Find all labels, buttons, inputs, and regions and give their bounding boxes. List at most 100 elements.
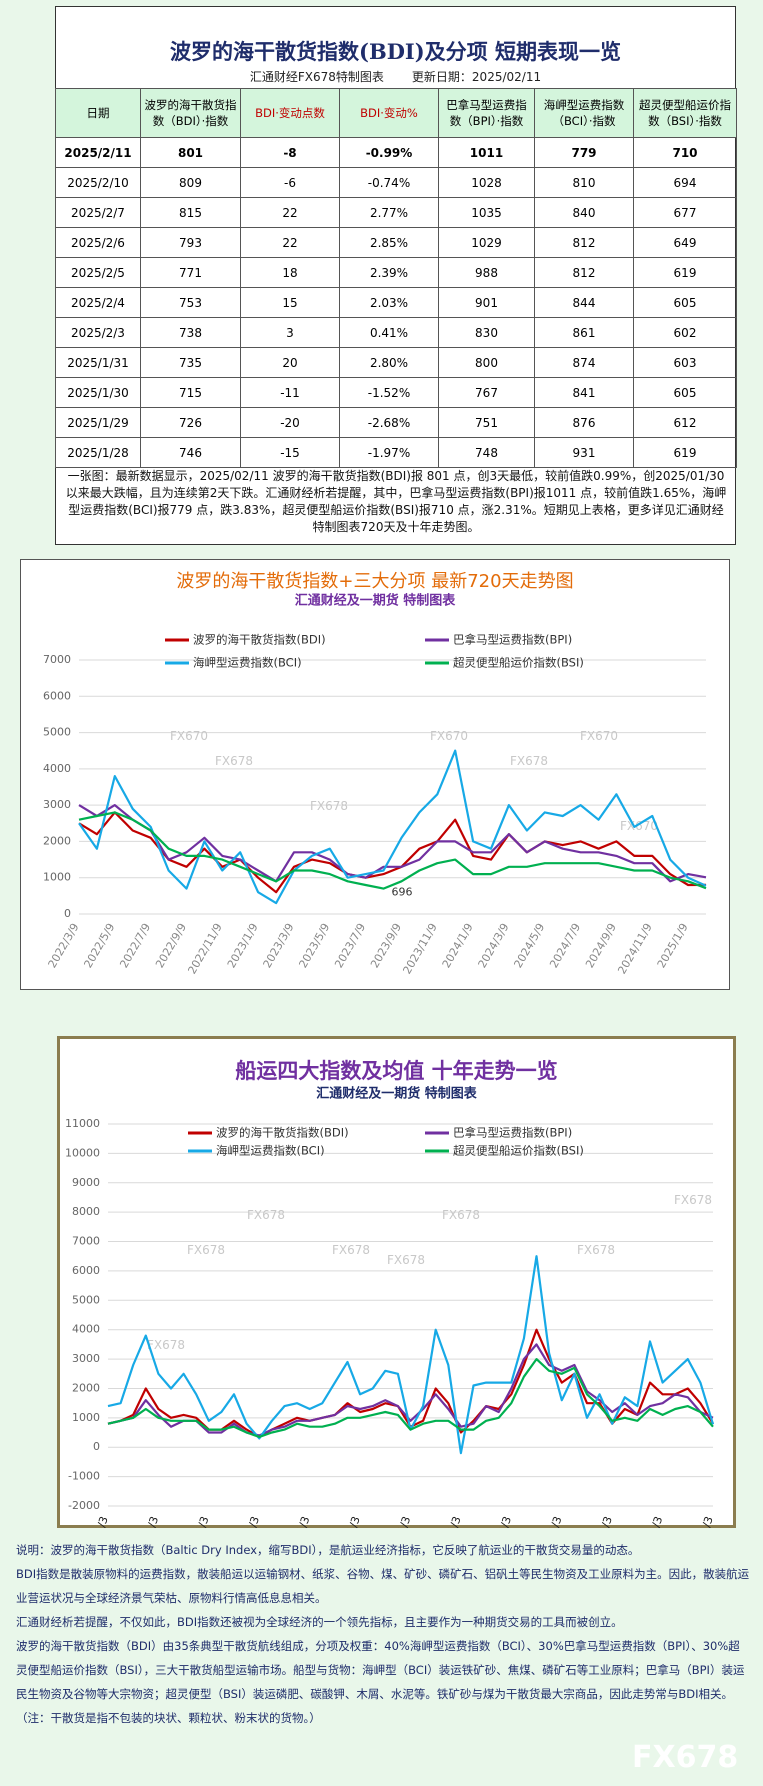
table-cell: 694 xyxy=(633,167,737,198)
watermark: FX678 xyxy=(310,799,348,813)
table-cell: -15 xyxy=(240,437,340,468)
table-cell: 22 xyxy=(240,197,340,228)
table-cell: 861 xyxy=(534,317,634,348)
table-cell: 605 xyxy=(633,377,737,408)
y-tick-label: 4000 xyxy=(43,762,71,775)
table-cell: 2025/1/29 xyxy=(55,407,141,438)
y-tick-label: 8000 xyxy=(72,1205,100,1218)
y-tick-label: 9000 xyxy=(72,1176,100,1189)
table-cell: 2.77% xyxy=(339,197,439,228)
column-header: 超灵便型船运价指数（BSI）·指数 xyxy=(633,88,737,138)
table-cell: 753 xyxy=(140,287,241,318)
legend-label: 超灵便型船运价指数(BSI) xyxy=(453,1144,584,1158)
chart-title: 船运四大指数及均值 十年走势一览 xyxy=(235,1059,557,1083)
legend-label: 超灵便型船运价指数(BSI) xyxy=(453,656,584,670)
table-cell: 2.80% xyxy=(339,347,439,378)
table-cell: 649 xyxy=(633,227,737,258)
table-cell: 748 xyxy=(438,437,535,468)
table-cell: 809 xyxy=(140,167,241,198)
table-cell: 812 xyxy=(534,227,634,258)
y-tick-label: 6000 xyxy=(72,1264,100,1277)
table-cell: 18 xyxy=(240,257,340,288)
column-header: 海岬型运费指数（BCI）·指数 xyxy=(534,88,634,138)
table-cell: 735 xyxy=(140,347,241,378)
table-cell: 2025/2/7 xyxy=(55,197,141,228)
chart-subtitle: 汇通财经及一期货 特制图表 xyxy=(295,593,457,609)
y-tick-label: 2000 xyxy=(72,1381,100,1394)
note-paragraph: BDI指数是散装原物料的运费指数，散装船运以运输钢材、纸浆、谷物、煤、矿砂、磷矿… xyxy=(16,1567,750,1605)
watermark: FX670 xyxy=(620,819,658,833)
watermark: FX678 xyxy=(247,1208,285,1222)
table-cell: 677 xyxy=(633,197,737,228)
table-cell: 901 xyxy=(438,287,535,318)
y-tick-label: -2000 xyxy=(68,1499,100,1512)
summary: 一张图：最新数据显示，2025/02/11 波罗的海干散货指数(BDI)报 80… xyxy=(65,469,727,534)
watermark: FX678 xyxy=(187,1243,225,1257)
table-row: 2025/2/5 771 18 2.39% 988 812 619 xyxy=(55,257,737,288)
table-cell: 1029 xyxy=(438,227,535,258)
watermark: FX670 xyxy=(580,729,618,743)
table-cell: -20 xyxy=(240,407,340,438)
table-cell: 767 xyxy=(438,377,535,408)
legend-label: 巴拿马型运费指数(BPI) xyxy=(453,1126,572,1140)
table-cell: 710 xyxy=(633,137,737,168)
table-cell: 810 xyxy=(534,167,634,198)
table-row: 2025/2/6 793 22 2.85% 1029 812 649 xyxy=(55,227,737,258)
table-cell: 2025/1/28 xyxy=(55,437,141,468)
table-cell: 779 xyxy=(534,137,634,168)
table-cell: 612 xyxy=(633,407,737,438)
table-cell: 2025/1/30 xyxy=(55,377,141,408)
table-row: 2025/2/4 753 15 2.03% 901 844 605 xyxy=(55,287,737,318)
y-tick-label: 2000 xyxy=(43,834,71,847)
table-cell: -8 xyxy=(240,137,340,168)
table-cell: -0.74% xyxy=(339,167,439,198)
table-row: 2025/2/7 815 22 2.77% 1035 840 677 xyxy=(55,197,737,228)
legend-label: 海岬型运费指数(BCI) xyxy=(193,656,302,670)
y-tick-label: 0 xyxy=(64,907,71,920)
y-tick-label: 1000 xyxy=(43,871,71,884)
column-header: BDI·变动点数 xyxy=(240,88,340,138)
table-row: 2025/2/3 738 3 0.41% 830 861 602 xyxy=(55,317,737,348)
y-tick-label: 4000 xyxy=(72,1323,100,1336)
table-row: 2025/2/11 801 -8 -0.99% 1011 779 710 xyxy=(55,137,737,168)
table-cell: 746 xyxy=(140,437,241,468)
series-line xyxy=(107,1343,714,1437)
column-header: 巴拿马型运费指数（BPI）·指数 xyxy=(438,88,535,138)
y-tick-label: -1000 xyxy=(68,1470,100,1483)
y-tick-label: 11000 xyxy=(65,1117,100,1130)
table-cell: 800 xyxy=(438,347,535,378)
watermark: FX678 xyxy=(632,1740,739,1775)
table-cell: 815 xyxy=(140,197,241,228)
y-tick-label: 7000 xyxy=(72,1235,100,1248)
note-paragraph: 说明：波罗的海干散货指数（Baltic Dry Index，缩写BDI），是航运… xyxy=(16,1543,640,1557)
table-cell: -0.99% xyxy=(339,137,439,168)
table-cell: 619 xyxy=(633,437,737,468)
date: 更新日期：2025/02/11 xyxy=(411,70,542,84)
column-header: 波罗的海干散货指数（BDI）·指数 xyxy=(140,88,241,138)
table-cell: 602 xyxy=(633,317,737,348)
note-paragraph: 汇通财经析若提醒，不仅如此，BDI指数还被视为全球经济的一个领先指标，且主要作为… xyxy=(16,1615,623,1629)
y-tick-label: 7000 xyxy=(43,653,71,666)
table-cell: 0.41% xyxy=(339,317,439,348)
chart-title: 波罗的海干散货指数+三大分项 最新720天走势图 xyxy=(176,571,573,592)
table-cell: -11 xyxy=(240,377,340,408)
series-line xyxy=(107,1358,714,1438)
table-cell: 812 xyxy=(534,257,634,288)
table-cell: 3 xyxy=(240,317,340,348)
title: 波罗的海干散货指数(BDI)及分项 短期表现一览 xyxy=(170,39,621,64)
table-row: 2025/1/29 726 -20 -2.68% 751 876 612 xyxy=(55,407,737,438)
table-cell: 844 xyxy=(534,287,634,318)
table-cell: 931 xyxy=(534,437,634,468)
table-cell: 771 xyxy=(140,257,241,288)
y-tick-label: 10000 xyxy=(65,1146,100,1159)
table-cell: 2025/2/6 xyxy=(55,227,141,258)
watermark: FX678 xyxy=(147,1338,185,1352)
table-cell: 726 xyxy=(140,407,241,438)
table-cell: 1028 xyxy=(438,167,535,198)
table-cell: 830 xyxy=(438,317,535,348)
watermark: FX678 xyxy=(332,1243,370,1257)
table-cell: 2.39% xyxy=(339,257,439,288)
series-line xyxy=(78,811,707,894)
